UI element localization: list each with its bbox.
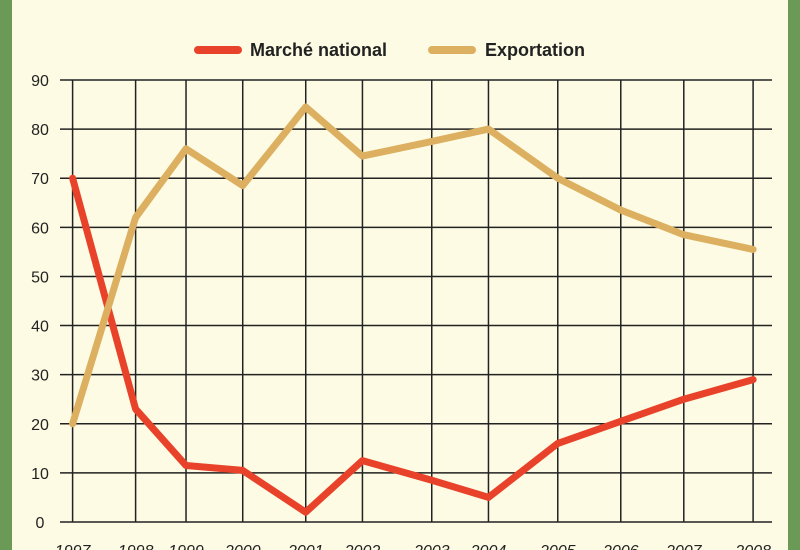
grid (60, 79, 772, 523)
legend-label: Marché national (250, 40, 387, 60)
data-point (617, 206, 624, 214)
y-tick-label: 60 (31, 220, 49, 237)
x-tick-label: 2002 (344, 543, 381, 550)
x-tick-label: 2006 (602, 543, 639, 550)
data-point (302, 508, 309, 516)
data-point (749, 246, 757, 253)
y-tick-label: 30 (31, 368, 49, 385)
data-point (680, 396, 687, 403)
x-tick-label: 2000 (224, 543, 261, 550)
y-tick-label: 10 (31, 466, 49, 483)
data-point (485, 494, 492, 501)
data-point (554, 440, 561, 447)
y-tick-label: 50 (31, 269, 49, 286)
legend: Marché national Exportation (194, 40, 585, 60)
x-tick-label: 1997 (55, 543, 92, 550)
series-line-exportation (69, 103, 757, 428)
y-tick-label: 40 (31, 319, 49, 336)
x-tick-label: 2004 (470, 543, 507, 550)
data-point (485, 125, 492, 133)
data-point (132, 214, 139, 221)
x-tick-label: 2001 (287, 543, 324, 550)
x-tick-label: 2007 (665, 543, 703, 550)
x-axis-ticks: 1997 1998 1999 2000 2001 2002 2003 2004 2005 2006… (55, 543, 771, 550)
x-tick-label: 2005 (539, 543, 576, 550)
data-point (617, 418, 624, 425)
y-tick-label: 90 (31, 73, 49, 90)
data-point (239, 467, 246, 474)
y-axis-ticks: 0 10 20 30 40 50 60 70 80 90 (31, 73, 49, 532)
series-lines (69, 103, 757, 516)
data-point (680, 231, 687, 238)
data-point (428, 477, 435, 484)
data-point (428, 138, 435, 145)
legend-label: Exportation (485, 40, 585, 60)
data-point (359, 152, 366, 160)
data-point (359, 457, 366, 464)
y-tick-label: 70 (31, 171, 49, 188)
x-tick-label: 2008 (734, 543, 771, 550)
series-line-marche-national (69, 174, 757, 516)
y-tick-label: 0 (36, 515, 45, 532)
data-point (554, 175, 561, 182)
y-tick-label: 80 (31, 122, 49, 139)
data-point (132, 405, 139, 413)
data-point (182, 462, 190, 469)
data-point (69, 175, 76, 182)
data-point (302, 103, 309, 111)
data-point (69, 420, 76, 427)
x-tick-label: 1998 (118, 543, 154, 550)
data-point (182, 145, 190, 152)
x-tick-label: 1999 (168, 543, 204, 550)
y-tick-label: 20 (31, 417, 49, 434)
x-tick-label: 2003 (413, 543, 450, 550)
data-point (239, 182, 246, 189)
data-point (749, 376, 757, 383)
